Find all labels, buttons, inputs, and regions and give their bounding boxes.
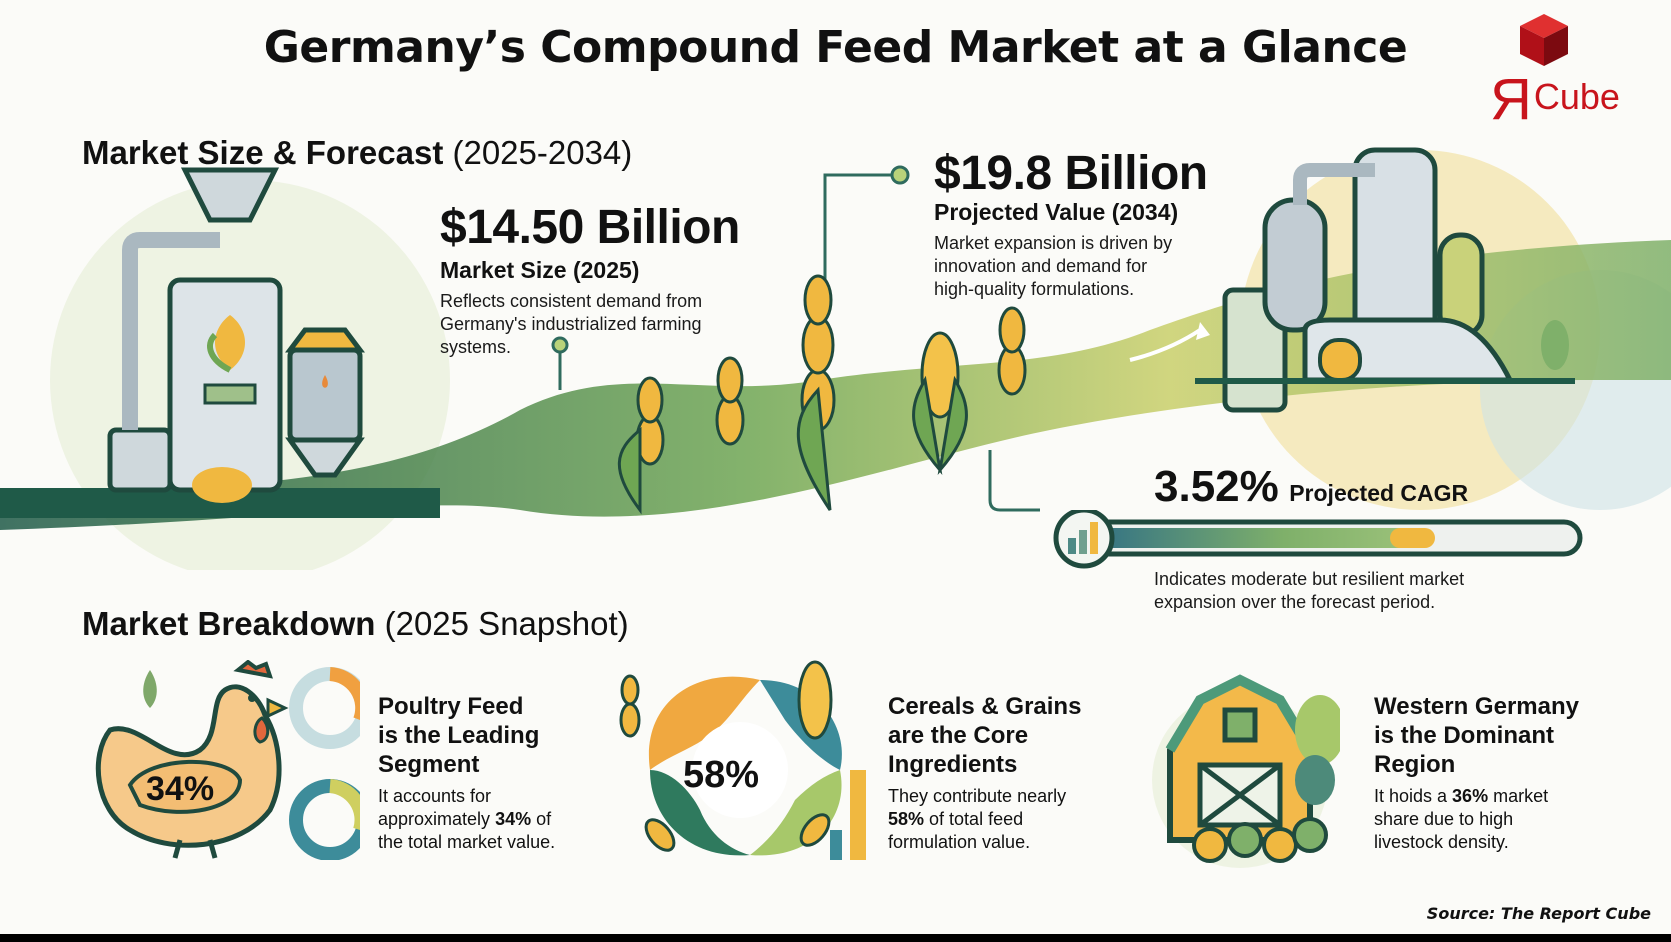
- region-card-description: It hoids a 36% market share due to high …: [1374, 786, 1549, 852]
- forecast-section-heading: Market Size & Forecast (2025-2034): [82, 134, 633, 171]
- red-cube-icon: [1520, 14, 1568, 66]
- poultry-card-title: Poultry Feed is the Leading Segment: [378, 693, 540, 778]
- barn-icon: [1152, 674, 1340, 868]
- poultry-card: Poultry Feed is the Leading Segment It a…: [378, 692, 555, 854]
- cagr-progress-bar: [1053, 510, 1583, 569]
- poultry-card-description: It accounts for approximately 34% of the…: [378, 786, 556, 852]
- projected-value-description: Market expansion is driven by innovation…: [934, 233, 1173, 299]
- feed-industry-illustration: [0, 147, 1671, 570]
- cagr-label: Projected CAGR: [1289, 480, 1469, 506]
- source-credit: Source: The Report Cube: [1426, 904, 1651, 923]
- projected-value-block: $19.8 Billion Projected Value (2034) Mar…: [934, 146, 1208, 301]
- cagr-value: 3.52%: [1154, 462, 1279, 511]
- cereals-share-label: 58%: [683, 754, 760, 796]
- cereals-card-description: They contribute nearly 58% of total feed…: [888, 786, 1067, 852]
- cereals-card: Cereals & Grains are the Core Ingredient…: [888, 692, 1081, 854]
- cagr-heading: 3.52% Projected CAGR: [1154, 462, 1468, 512]
- cereals-card-title: Cereals & Grains are the Core Ingredient…: [888, 693, 1082, 778]
- logo-text: ЯCube: [1490, 67, 1620, 132]
- poultry-share-label: 34%: [146, 770, 215, 808]
- chicken-icon: [95, 660, 360, 860]
- market-size-block: $14.50 Billion Market Size (2025) Reflec…: [440, 200, 740, 359]
- market-size-description: Reflects consistent demand from Germany'…: [440, 291, 703, 357]
- grain-wheel-icon: [619, 660, 866, 860]
- region-card: Western Germany is the Dominant Region I…: [1374, 692, 1579, 854]
- projected-value: $19.8 Billion: [934, 147, 1208, 200]
- report-cube-logo: ЯCube: [1490, 12, 1670, 132]
- market-size-value: $14.50 Billion: [440, 201, 740, 254]
- breakdown-section-heading: Market Breakdown (2025 Snapshot): [82, 605, 629, 642]
- bottom-border: [0, 934, 1671, 942]
- region-card-title: Western Germany is the Dominant Region: [1374, 693, 1579, 778]
- cagr-description: Indicates moderate but resilient market …: [1154, 569, 1465, 612]
- market-size-label: Market Size (2025): [440, 257, 640, 283]
- page-title: Germany’s Compound Feed Market at a Glan…: [263, 22, 1408, 73]
- projected-value-label: Projected Value (2034): [934, 199, 1179, 225]
